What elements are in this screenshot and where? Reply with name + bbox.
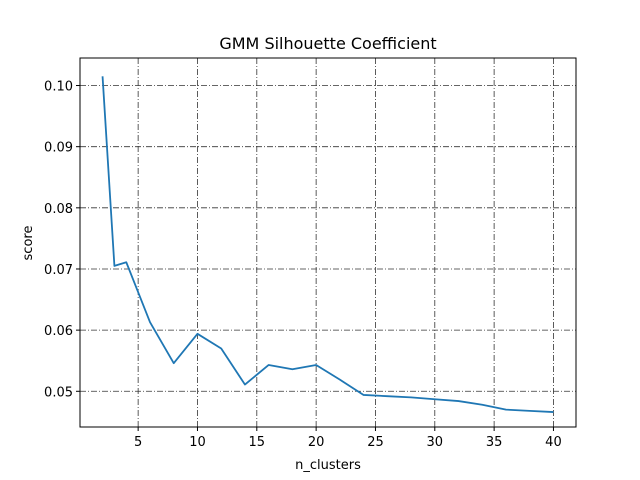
y-tick-label: 0.07 [44, 263, 73, 278]
y-tick-label: 0.09 [44, 141, 73, 156]
x-tick-label: 40 [545, 435, 562, 450]
x-tick-label: 20 [308, 435, 325, 450]
x-tick-label: 15 [249, 435, 266, 450]
series-layer [101, 76, 554, 413]
x-tick-label: 30 [427, 435, 444, 450]
x-axis-label: n_clusters [295, 458, 361, 473]
x-tick-label: 35 [486, 435, 503, 450]
y-tick-label: 0.05 [44, 385, 73, 400]
plot-frame [79, 57, 577, 428]
y-tick-label: 0.06 [44, 324, 73, 339]
x-tick-label: 10 [189, 435, 206, 450]
y-tick-label: 0.08 [44, 202, 73, 217]
grid [80, 58, 576, 427]
ticks: 5 10 15 20 25 30 35 40 0.05 0.06 0.07 0.08 0.09 0.10 [44, 80, 562, 450]
y-axis-label: score [21, 226, 36, 261]
y-tick-label: 0.10 [44, 80, 73, 95]
x-tick-label: 25 [367, 435, 384, 450]
x-tick-label: 5 [134, 435, 142, 450]
chart-title: GMM Silhouette Coefficient [219, 34, 436, 53]
series-line [101, 76, 554, 413]
